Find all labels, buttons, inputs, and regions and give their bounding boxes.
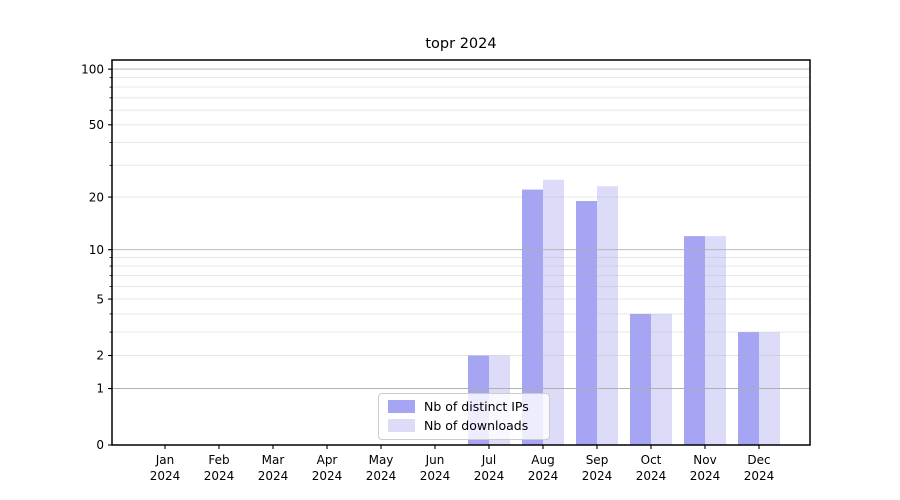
x-tick-label-Jul: Jul 2024 [474,453,505,483]
chart-title: topr 2024 [425,36,497,52]
x-axis: Jan 2024 Feb 2024 Mar 2024 Apr 2024 May 2024 Jun 20… [150,445,775,483]
bar-Aug-series0 [522,189,543,445]
legend-item-distinct-ips: Nb of distinct IPs [388,399,540,414]
y-tick-label-100: 100 [81,62,104,76]
x-tick-label-May: May 2024 [366,453,397,483]
bars-series-0 [468,189,759,445]
legend-label-distinct-ips: Nb of distinct IPs [424,399,529,414]
x-tick-label-Jun: Jun 2024 [420,453,451,483]
bar-Oct-series0 [630,313,651,445]
y-tick-label-5: 5 [96,292,104,306]
bar-Sep-series0 [576,201,597,445]
x-tick-label-Nov: Nov 2024 [690,453,721,483]
y-tick-label-2: 2 [96,349,104,363]
legend-label-downloads: Nb of downloads [424,418,529,433]
y-tick-label-50: 50 [89,118,104,132]
y-tick-label-1: 1 [96,382,104,396]
x-tick-label-Sep: Sep 2024 [582,453,613,483]
x-tick-label-Mar: Mar 2024 [258,453,289,483]
x-tick-label-Jan: Jan 2024 [150,453,181,483]
plot-border [111,59,811,446]
bar-Aug-series1 [543,179,564,445]
legend-swatch-distinct-ips-icon [388,400,415,413]
x-tick-label-Dec: Dec 2024 [744,453,775,483]
legend-swatch-downloads-icon [388,419,415,432]
legend-item-downloads: Nb of downloads [388,418,540,433]
bar-Oct-series1 [651,313,672,445]
x-tick-label-Aug: Aug 2024 [528,453,559,483]
x-tick-label-Oct: Oct 2024 [636,453,667,483]
legend: Nb of distinct IPs Nb of downloads [378,393,550,440]
y-axis: 0 1 2 5 10 20 50 100 [81,62,112,452]
gridlines [112,68,810,389]
bar-Nov-series1 [705,236,726,445]
y-tick-label-20: 20 [89,190,104,204]
bar-Nov-series0 [684,236,705,445]
y-tick-label-10: 10 [89,243,104,257]
x-tick-label-Feb: Feb 2024 [204,453,235,483]
bar-Sep-series1 [597,186,618,445]
y-tick-label-0: 0 [96,438,104,452]
x-tick-label-Apr: Apr 2024 [312,453,343,483]
